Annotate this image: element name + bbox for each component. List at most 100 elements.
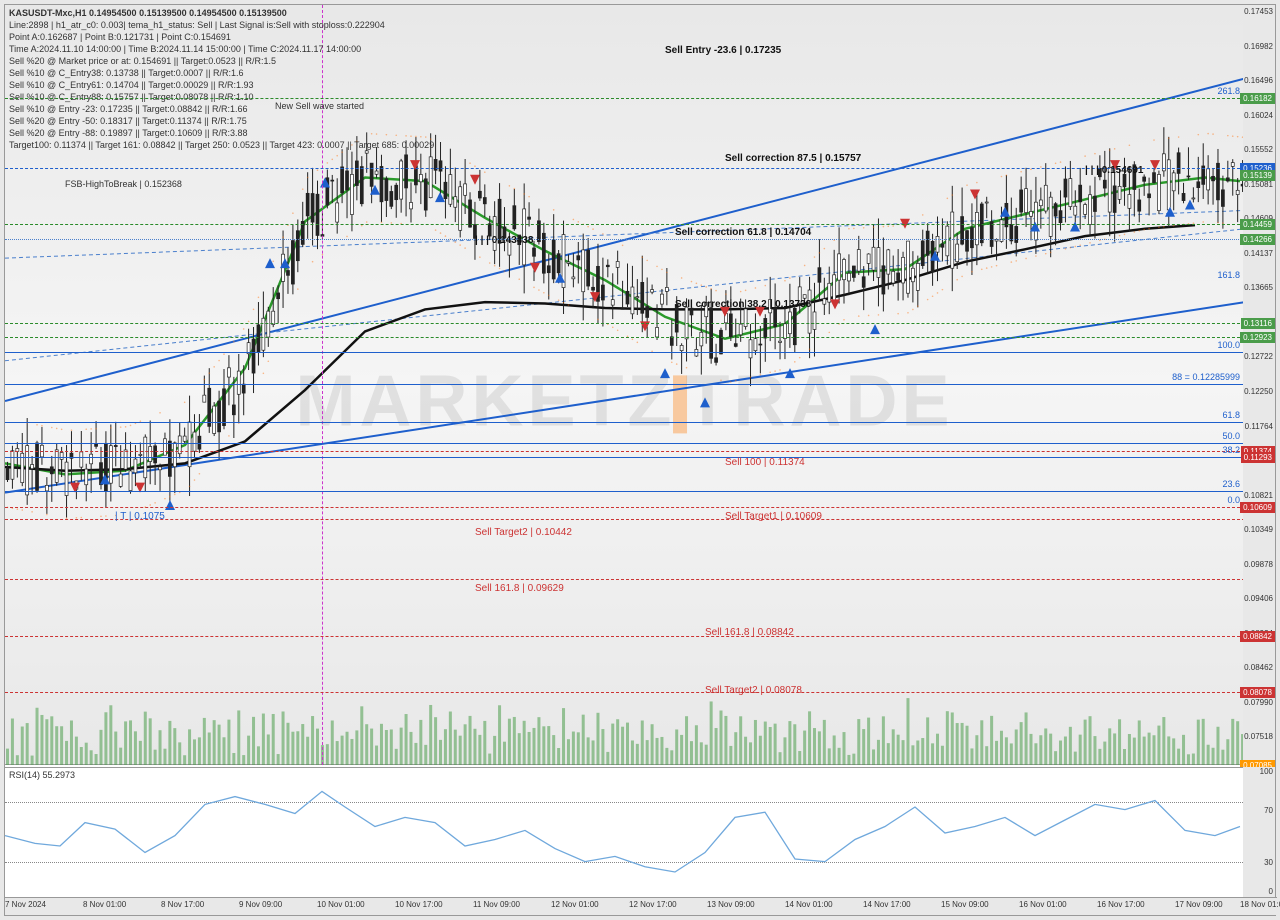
chart-annotation: Sell Entry -23.6 | 0.17235 [665, 45, 781, 56]
price-tag: 0.13116 [1241, 318, 1275, 329]
y-tick: 0.11764 [1245, 422, 1273, 431]
horizontal-level [5, 519, 1245, 520]
chart-annotation: Sell Target2 | 0.08078 [705, 685, 802, 696]
x-tick: 10 Nov 01:00 [317, 900, 365, 909]
info-line-2: Line:2898 | h1_atr_c0: 0.003| tema_h1_st… [9, 20, 385, 30]
y-tick: 0.08462 [1244, 663, 1273, 672]
x-tick: 12 Nov 01:00 [551, 900, 599, 909]
horizontal-level [5, 692, 1245, 693]
y-tick: 0.17453 [1244, 7, 1273, 16]
fib-label: 23.6 [1222, 479, 1240, 489]
fib-label: 261.8 [1217, 86, 1240, 96]
y-tick: 0.09878 [1244, 560, 1273, 569]
x-tick: 14 Nov 01:00 [785, 900, 833, 909]
y-tick: 0.07990 [1244, 698, 1273, 707]
chart-container: MARKETZTRADE KASUSDT-Mxc,H1 0.14954500 0… [4, 4, 1276, 916]
x-tick: 15 Nov 09:00 [941, 900, 989, 909]
chart-annotation: | | | 0.154691 [1085, 165, 1143, 176]
info-line-12: Target100: 0.11374 || Target 161: 0.0884… [9, 140, 434, 150]
rsi-curve [5, 768, 1245, 898]
x-tick: 7 Nov 2024 [5, 900, 46, 909]
price-tag: 0.11293 [1241, 452, 1275, 463]
x-tick: 17 Nov 09:00 [1175, 900, 1223, 909]
price-y-axis: 0.174530.169820.164960.160240.155520.150… [1243, 5, 1275, 765]
horizontal-level [5, 443, 1245, 444]
rsi-y-tick: 70 [1264, 806, 1273, 815]
x-tick: 16 Nov 01:00 [1019, 900, 1067, 909]
info-line-5: Sell %20 @ Market price or at: 0.154691 … [9, 56, 276, 66]
info-line-11: Sell %20 @ Entry -88: 0.19897 || Target:… [9, 128, 247, 138]
x-tick: 18 Nov 01:00 [1240, 900, 1280, 909]
horizontal-level [5, 384, 1245, 385]
chart-annotation: Sell Target2 | 0.10442 [475, 527, 572, 538]
rsi-y-tick: 0 [1269, 887, 1273, 896]
price-tag: 0.15139 [1240, 170, 1275, 181]
rsi-y-tick: 100 [1260, 767, 1273, 776]
price-tag: 0.10609 [1240, 502, 1275, 513]
y-tick: 0.09406 [1244, 594, 1273, 603]
horizontal-level [5, 168, 1245, 169]
fib-label: 0.0 [1227, 495, 1240, 505]
y-tick: 0.15081 [1244, 180, 1273, 189]
horizontal-level [5, 239, 1245, 240]
horizontal-level [5, 98, 1245, 99]
x-tick: 8 Nov 17:00 [161, 900, 204, 909]
chart-annotation: Sell 161.8 | 0.09629 [475, 583, 564, 594]
price-tag: 0.08078 [1240, 687, 1275, 698]
price-tag: 0.16182 [1240, 93, 1275, 104]
x-tick: 12 Nov 17:00 [629, 900, 677, 909]
chart-annotation: Sell correction 61.8 | 0.14704 [675, 227, 811, 238]
rsi-y-axis: 100 70 30 0 [1243, 767, 1275, 897]
y-tick: 0.16024 [1244, 111, 1273, 120]
chart-annotation: Sell Target1 | 0.10609 [725, 511, 822, 522]
horizontal-level [5, 457, 1245, 458]
rsi-y-tick: 30 [1264, 858, 1273, 867]
y-tick: 0.15552 [1244, 145, 1273, 154]
fib-label: 38.2 [1222, 445, 1240, 455]
y-tick: 0.12250 [1244, 387, 1273, 396]
y-tick: 0.16496 [1244, 76, 1273, 85]
x-tick: 8 Nov 01:00 [83, 900, 126, 909]
y-tick: 0.10349 [1244, 525, 1273, 534]
price-tag: 0.12923 [1240, 332, 1275, 343]
price-tag: 0.08842 [1240, 631, 1275, 642]
y-tick: 0.12722 [1244, 352, 1273, 361]
chart-annotation: Sell correction 38.2 | 0.13738 [675, 299, 811, 310]
time-marker-vline [322, 5, 323, 765]
info-line-9: Sell %10 @ Entry -23: 0.17235 || Target:… [9, 104, 247, 114]
horizontal-level [5, 422, 1245, 423]
fsb-high-label: FSB-HighToBreak | 0.152368 [65, 179, 182, 189]
info-line-4: Time A:2024.11.10 14:00:00 | Time B:2024… [9, 44, 361, 54]
horizontal-level [5, 323, 1245, 324]
info-line-8: Sell %10 @ C_Entry88: 0.15757 || Target:… [9, 92, 253, 102]
fib-label: 88 = 0.12285999 [1172, 372, 1240, 382]
symbol-ohlc: KASUSDT-Mxc,H1 0.14954500 0.15139500 0.1… [9, 8, 287, 18]
horizontal-level [5, 451, 1245, 452]
horizontal-level [5, 491, 1245, 492]
fib-label: 161.8 [1217, 270, 1240, 280]
chart-annotation: Sell 161.8 | 0.08842 [705, 627, 794, 638]
horizontal-level [5, 507, 1245, 508]
price-tag: 0.14266 [1240, 234, 1275, 245]
x-tick: 16 Nov 17:00 [1097, 900, 1145, 909]
horizontal-level [5, 337, 1245, 338]
x-tick: 13 Nov 09:00 [707, 900, 755, 909]
chart-annotation: Sell 100 | 0.11374 [725, 457, 805, 468]
chart-annotation: Sell correction 87.5 | 0.15757 [725, 153, 861, 164]
horizontal-level [5, 224, 1245, 225]
price-tag: 0.14459 [1240, 219, 1275, 230]
y-tick: 0.10821 [1244, 491, 1273, 500]
horizontal-level [5, 352, 1245, 353]
horizontal-level [5, 579, 1245, 580]
x-tick: 14 Nov 17:00 [863, 900, 911, 909]
main-price-chart[interactable]: MARKETZTRADE KASUSDT-Mxc,H1 0.14954500 0… [5, 5, 1245, 765]
x-tick: 10 Nov 17:00 [395, 900, 443, 909]
info-line-7: Sell %10 @ C_Entry61: 0.14704 || Target:… [9, 80, 253, 90]
info-line-3: Point A:0.162687 | Point B:0.121731 | Po… [9, 32, 231, 42]
x-tick: 9 Nov 09:00 [239, 900, 282, 909]
y-tick: 0.14137 [1244, 249, 1273, 258]
rsi-panel[interactable]: RSI(14) 55.2973 [5, 767, 1245, 897]
chart-annotation: | | | 0.143438 [475, 235, 533, 246]
x-tick: 11 Nov 09:00 [473, 900, 520, 909]
horizontal-level [5, 636, 1245, 637]
